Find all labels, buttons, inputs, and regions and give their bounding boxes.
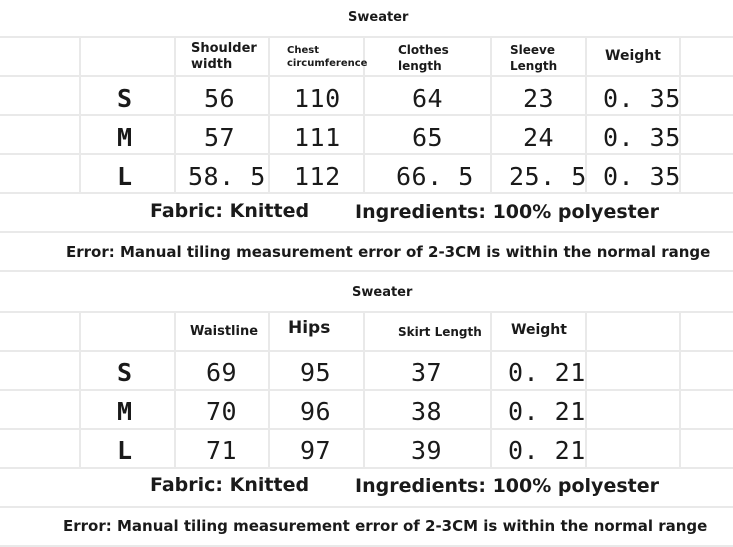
table-cell: 95 bbox=[300, 358, 332, 387]
grid-line bbox=[585, 36, 587, 192]
table-cell: 57 bbox=[204, 123, 236, 152]
table-cell: 96 bbox=[300, 397, 332, 426]
table-cell: 69 bbox=[206, 358, 238, 387]
bottom-table-title: Sweater bbox=[352, 285, 413, 300]
grid-line bbox=[268, 311, 270, 467]
size-label: L bbox=[117, 436, 133, 465]
header-label: Weight bbox=[511, 322, 567, 338]
header-waistline: Waistline bbox=[190, 324, 258, 340]
header-label: Chest circumference bbox=[287, 45, 368, 69]
header-weight: Weight bbox=[511, 322, 567, 338]
header-label: Weight bbox=[605, 48, 661, 64]
table-cell: 64 bbox=[412, 84, 444, 113]
table-cell: 39 bbox=[411, 436, 443, 465]
table-cell: 0. 35 bbox=[603, 84, 681, 113]
header-sleeve-length: Sleeve Length bbox=[510, 42, 562, 74]
ingredients-label: Ingredients: 100% polyester bbox=[355, 201, 659, 223]
grid-line bbox=[679, 311, 681, 467]
header-label: Hips bbox=[288, 318, 331, 338]
table-cell: 71 bbox=[206, 436, 238, 465]
header-label: Waistline bbox=[190, 324, 259, 339]
ingredients-label: Ingredients: 100% polyester bbox=[355, 475, 659, 497]
grid-line bbox=[490, 36, 492, 192]
table-cell: 0. 35 bbox=[603, 162, 681, 191]
grid-line bbox=[0, 114, 733, 116]
grid-line bbox=[0, 350, 733, 352]
top-table-title: Sweater bbox=[348, 10, 409, 25]
grid-line bbox=[0, 545, 733, 547]
table-cell: 65 bbox=[412, 123, 444, 152]
table-cell: 25. 5 bbox=[509, 162, 587, 191]
grid-line bbox=[174, 36, 176, 192]
grid-line bbox=[490, 311, 492, 467]
table-cell: 38 bbox=[411, 397, 443, 426]
header-chest-circumference: Chest circumference bbox=[287, 44, 368, 70]
header-weight: Weight bbox=[605, 48, 661, 64]
error-note: Error: Manual tiling measurement error o… bbox=[66, 243, 711, 261]
table-cell: 24 bbox=[523, 123, 555, 152]
grid-line bbox=[679, 36, 681, 192]
grid-line bbox=[585, 311, 587, 467]
header-skirt-length: Skirt Length bbox=[398, 324, 482, 340]
table-cell: 0. 21 bbox=[508, 358, 586, 387]
error-note: Error: Manual tiling measurement error o… bbox=[63, 517, 708, 535]
size-label: M bbox=[117, 397, 133, 426]
size-label: S bbox=[117, 84, 133, 113]
grid-line bbox=[0, 231, 733, 233]
header-hips: Hips bbox=[288, 318, 331, 338]
table-cell: 23 bbox=[523, 84, 555, 113]
table-cell: 110 bbox=[294, 84, 341, 113]
grid-line bbox=[79, 311, 81, 467]
header-label: Shoulder width bbox=[191, 41, 257, 72]
table-cell: 56 bbox=[204, 84, 236, 113]
fabric-label: Fabric: Knitted bbox=[150, 474, 310, 496]
table-cell: 66. 5 bbox=[396, 162, 474, 191]
grid-line bbox=[0, 428, 733, 430]
grid-line bbox=[363, 311, 365, 467]
header-shoulder-width: Shoulder width bbox=[191, 41, 266, 73]
grid-line bbox=[268, 36, 270, 192]
table-cell: 112 bbox=[294, 162, 341, 191]
header-clothes-length: Clothes length bbox=[398, 42, 456, 74]
table-cell: 58. 5 bbox=[188, 162, 266, 191]
grid-line bbox=[0, 36, 733, 38]
table-cell: 111 bbox=[294, 123, 341, 152]
grid-line bbox=[0, 467, 733, 469]
grid-line bbox=[0, 311, 733, 313]
table-cell: 37 bbox=[411, 358, 443, 387]
grid-line bbox=[0, 270, 733, 272]
table-cell: 97 bbox=[300, 436, 332, 465]
grid-line bbox=[0, 192, 733, 194]
grid-line bbox=[0, 506, 733, 508]
header-label: Clothes length bbox=[398, 43, 449, 73]
grid-line bbox=[0, 389, 733, 391]
table-cell: 0. 35 bbox=[603, 123, 681, 152]
table-cell: 70 bbox=[206, 397, 238, 426]
grid-line bbox=[174, 311, 176, 467]
size-label: L bbox=[117, 162, 133, 191]
grid-line bbox=[0, 75, 733, 77]
grid-line bbox=[79, 36, 81, 192]
grid-line bbox=[363, 36, 365, 192]
size-label: M bbox=[117, 123, 133, 152]
header-label: Sleeve Length bbox=[510, 43, 558, 73]
grid-line bbox=[0, 153, 733, 155]
fabric-label: Fabric: Knitted bbox=[150, 200, 310, 222]
size-label: S bbox=[117, 358, 133, 387]
table-cell: 0. 21 bbox=[508, 436, 586, 465]
header-label: Skirt Length bbox=[398, 325, 482, 339]
table-cell: 0. 21 bbox=[508, 397, 586, 426]
